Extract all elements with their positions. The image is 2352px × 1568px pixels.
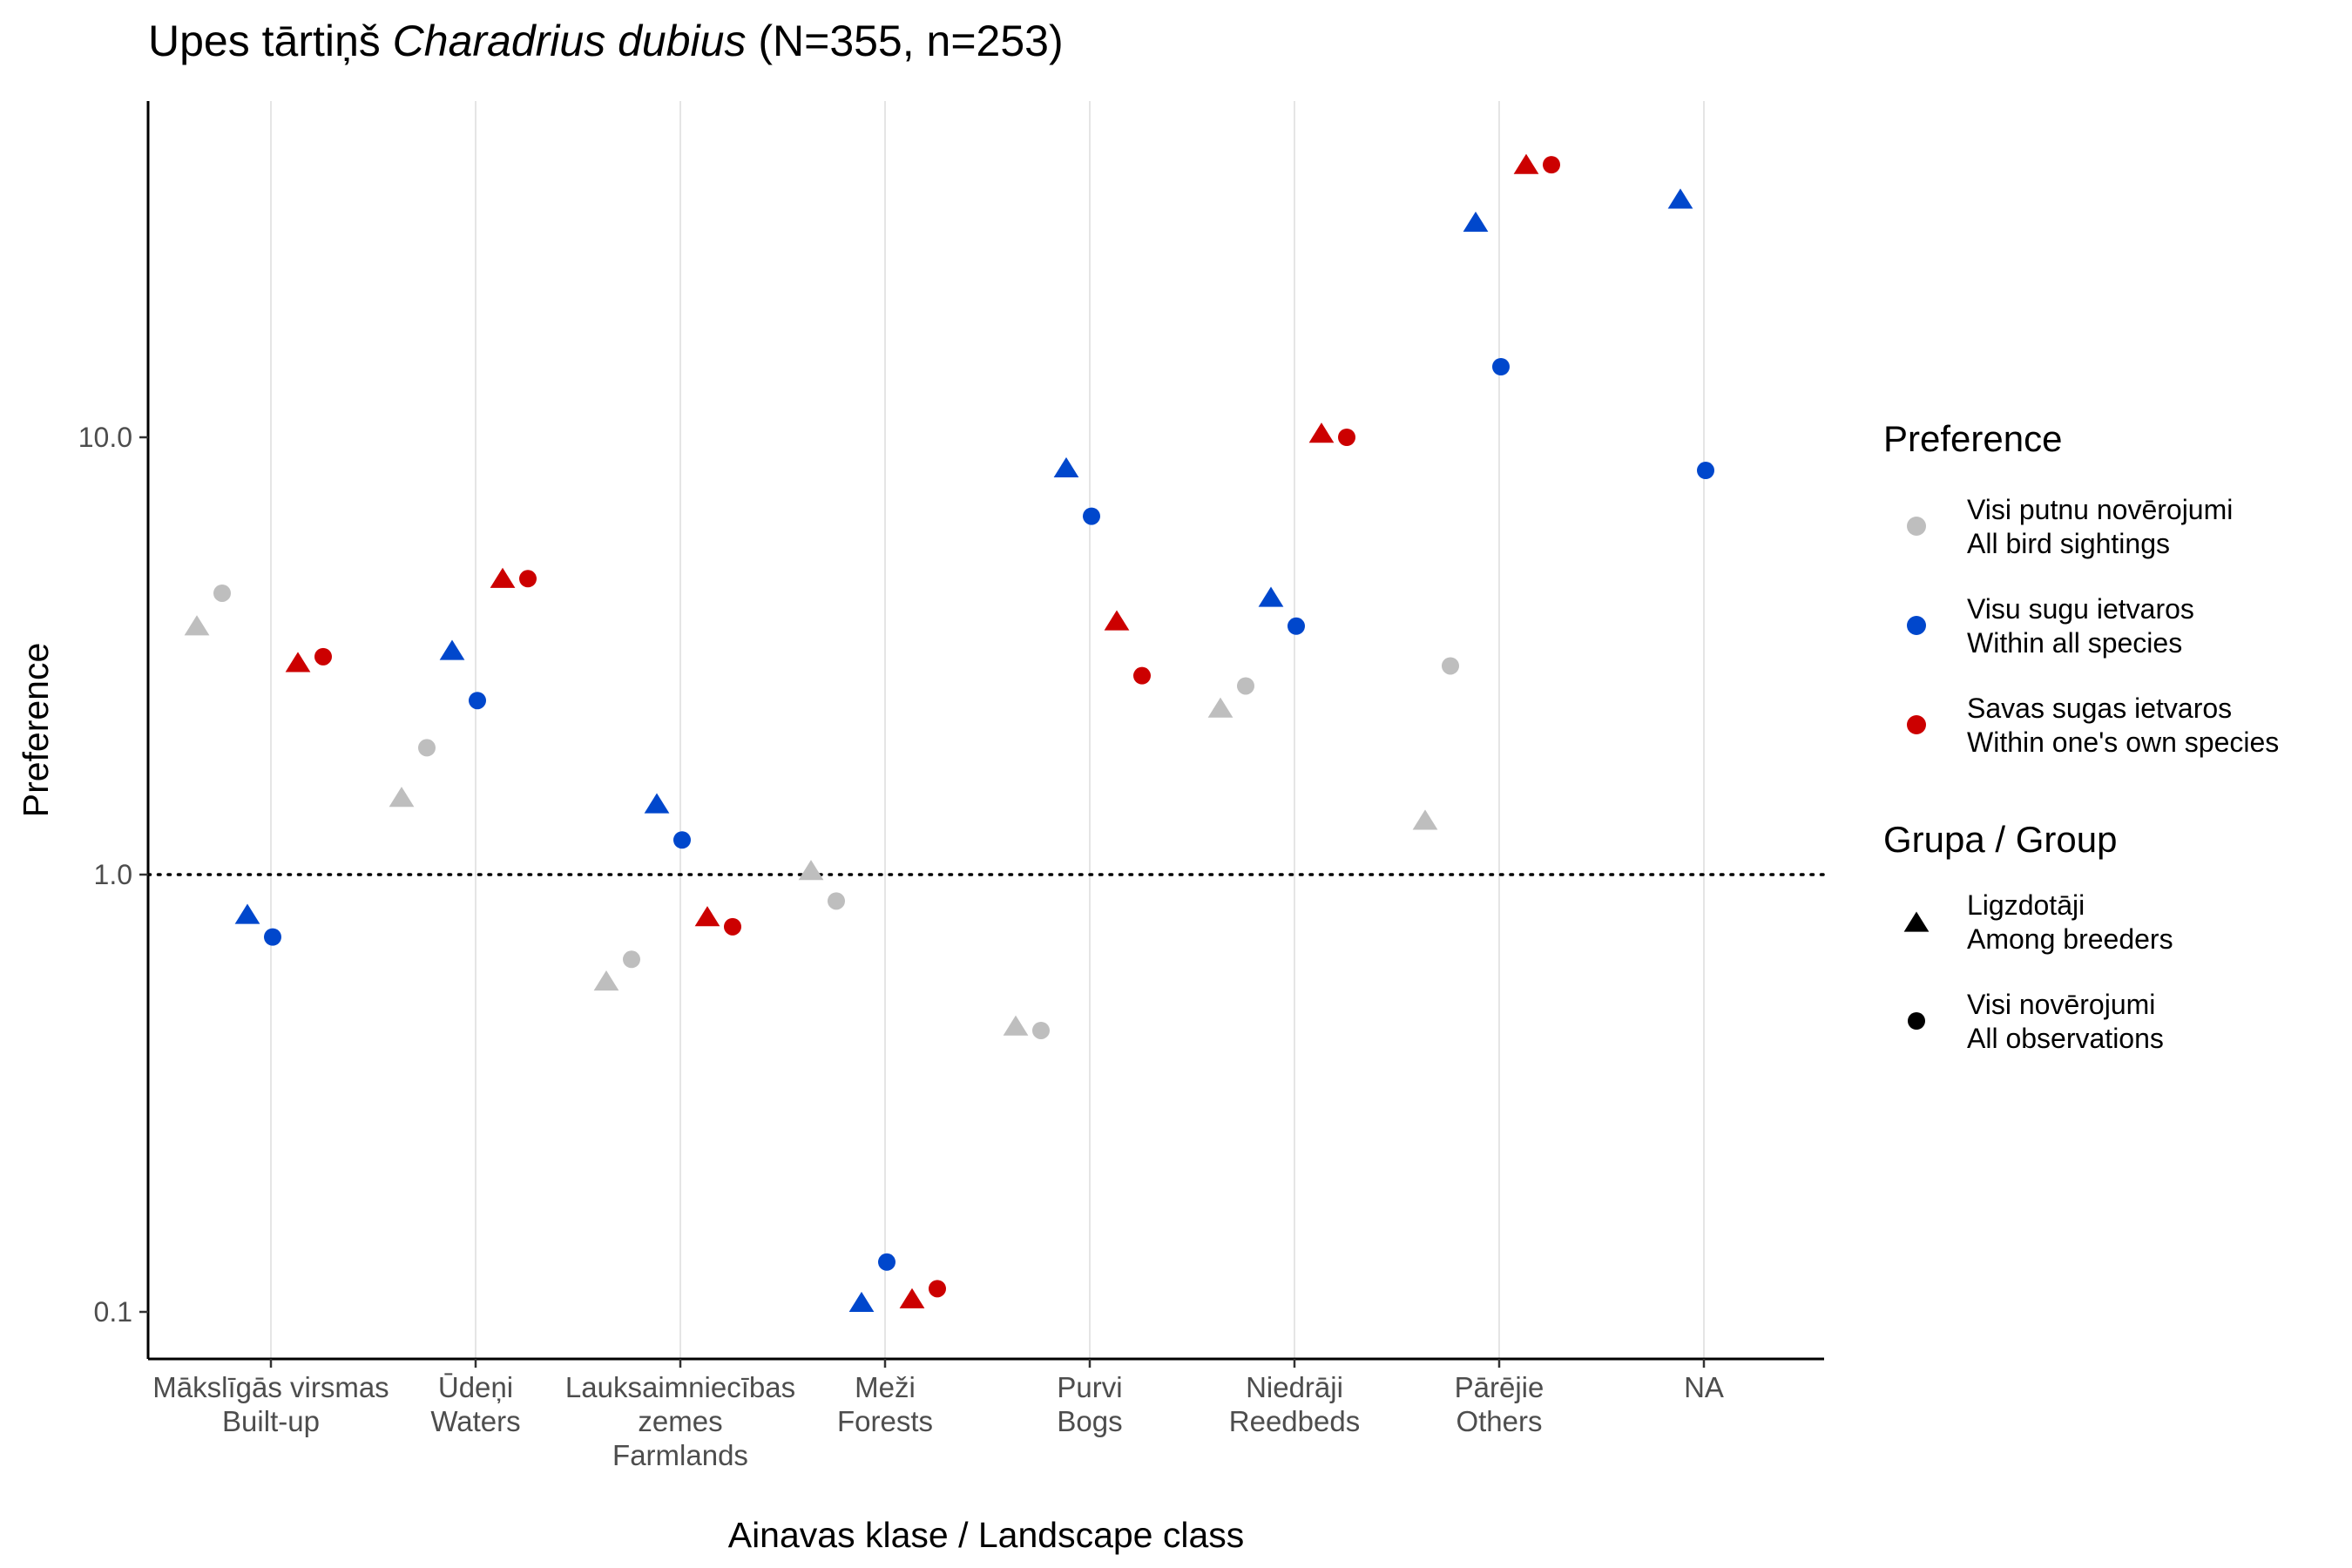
point-within_all_species-breeders <box>439 639 465 660</box>
y-tick-label: 0.1 <box>94 1296 132 1328</box>
y-tick-label: 1.0 <box>94 859 132 890</box>
x-tick-label: Purvi Bogs <box>1057 1371 1122 1437</box>
point-all_sightings-all-observations <box>623 950 640 969</box>
point-within_own_species-breeders <box>1308 422 1335 443</box>
legend-label-within_own_species: Savas sugas ietvaros Within one's own spe… <box>1967 693 2279 758</box>
point-all_sightings-all-observations <box>213 584 231 602</box>
point-all_sightings-all-observations <box>1237 677 1254 695</box>
x-tick-label: Lauksaimniecības zemes Farmlands <box>565 1371 795 1471</box>
point-all_sightings-breeders <box>798 860 824 881</box>
point-within_all_species-all-observations <box>673 831 691 849</box>
point-all_sightings-all-observations <box>1032 1021 1050 1039</box>
legend-label-breeders: Ligzdotāji Among breeders <box>1967 889 2173 955</box>
y-axis-ticks: 0.1 1.0 10.0 <box>78 422 148 1328</box>
point-within_own_species-breeders <box>490 567 516 588</box>
chart-title: Upes tārtiņš Charadrius dubius (N=355, n… <box>148 17 1064 65</box>
legend: Preference Visi putnu novērojumi All bird … <box>1883 418 2279 1054</box>
chart-title-prefix: Upes tārtiņš <box>148 17 393 65</box>
legend-title-group: Grupa / Group <box>1883 819 2117 860</box>
legend-label-all_observations: Visi novērojumi All observations <box>1967 989 2164 1054</box>
legend-title-preference: Preference <box>1883 418 2062 459</box>
point-within_all_species-all-observations <box>469 692 486 710</box>
y-tick-label: 10.0 <box>78 422 132 453</box>
point-within_own_species-breeders <box>1513 153 1539 174</box>
point-within_all_species-breeders <box>1667 188 1693 209</box>
chart-title-suffix: (N=355, n=253) <box>746 17 1063 65</box>
point-within_own_species-all-observations <box>1543 156 1560 174</box>
data-points <box>184 153 1714 1312</box>
point-within_own_species-all-observations <box>1338 429 1355 446</box>
point-within_own_species-all-observations <box>314 647 332 666</box>
legend-label-all_sightings: Visi putnu novērojumi All bird sightings <box>1967 494 2233 559</box>
point-within_all_species-all-observations <box>1288 617 1305 635</box>
point-within_all_species-breeders <box>1053 456 1079 478</box>
legend-key-breeders <box>1903 911 1930 932</box>
x-axis-ticks: Mākslīgās virsmas Built-up Ūdeņi Waters Lauk… <box>152 1359 1724 1471</box>
x-tick-label: Meži Forests <box>837 1371 933 1437</box>
point-all_sightings-all-observations <box>828 892 845 910</box>
point-within_all_species-breeders <box>234 903 260 924</box>
x-tick-label: Ūdeņi Waters <box>430 1371 520 1437</box>
point-within_all_species-all-observations <box>1697 462 1714 480</box>
point-all_sightings-breeders <box>1412 809 1438 830</box>
point-all_sightings-breeders <box>389 787 415 808</box>
point-within_own_species-all-observations <box>1133 666 1151 685</box>
point-within_own_species-breeders <box>285 652 311 672</box>
point-within_own_species-breeders <box>1104 610 1130 631</box>
point-within_own_species-all-observations <box>929 1280 946 1298</box>
y-axis-title: Preference <box>16 643 56 818</box>
point-within_all_species-breeders <box>848 1291 875 1312</box>
x-axis-title: Ainavas klase / Landscape class <box>728 1515 1245 1555</box>
x-tick-label: Niedrāji Reedbeds <box>1229 1371 1360 1437</box>
point-within_own_species-breeders <box>694 906 720 927</box>
point-within_own_species-breeders <box>899 1288 925 1308</box>
point-within_own_species-all-observations <box>724 917 741 936</box>
point-all_sightings-breeders <box>1003 1015 1029 1036</box>
legend-label-within_all_species: Visu sugu ietvaros Within all species <box>1967 593 2194 659</box>
point-within_all_species-breeders <box>644 793 670 814</box>
x-tick-label: Pārējie Others <box>1455 1371 1544 1437</box>
point-within_own_species-all-observations <box>519 570 537 588</box>
point-within_all_species-all-observations <box>878 1253 896 1271</box>
point-all_sightings-all-observations <box>1442 657 1459 675</box>
point-all_sightings-breeders <box>1207 697 1233 718</box>
point-within_all_species-all-observations <box>1083 507 1100 525</box>
point-within_all_species-breeders <box>1258 586 1284 607</box>
point-all_sightings-breeders <box>184 615 210 636</box>
legend-key-within_own_species <box>1907 715 1926 734</box>
x-gridlines <box>270 101 1705 1359</box>
legend-key-within_all_species <box>1907 616 1926 635</box>
point-within_all_species-all-observations <box>1492 357 1510 375</box>
chart-title-species: Charadrius dubius <box>393 17 747 65</box>
x-tick-label: NA <box>1684 1371 1724 1403</box>
point-within_all_species-breeders <box>1463 211 1489 232</box>
point-all_sightings-all-observations <box>418 739 436 757</box>
point-within_all_species-all-observations <box>264 928 281 946</box>
x-tick-label: Mākslīgās virsmas Built-up <box>152 1371 389 1437</box>
point-all_sightings-breeders <box>593 970 619 991</box>
legend-key-all_observations <box>1908 1012 1925 1030</box>
legend-key-all_sightings <box>1907 517 1926 536</box>
